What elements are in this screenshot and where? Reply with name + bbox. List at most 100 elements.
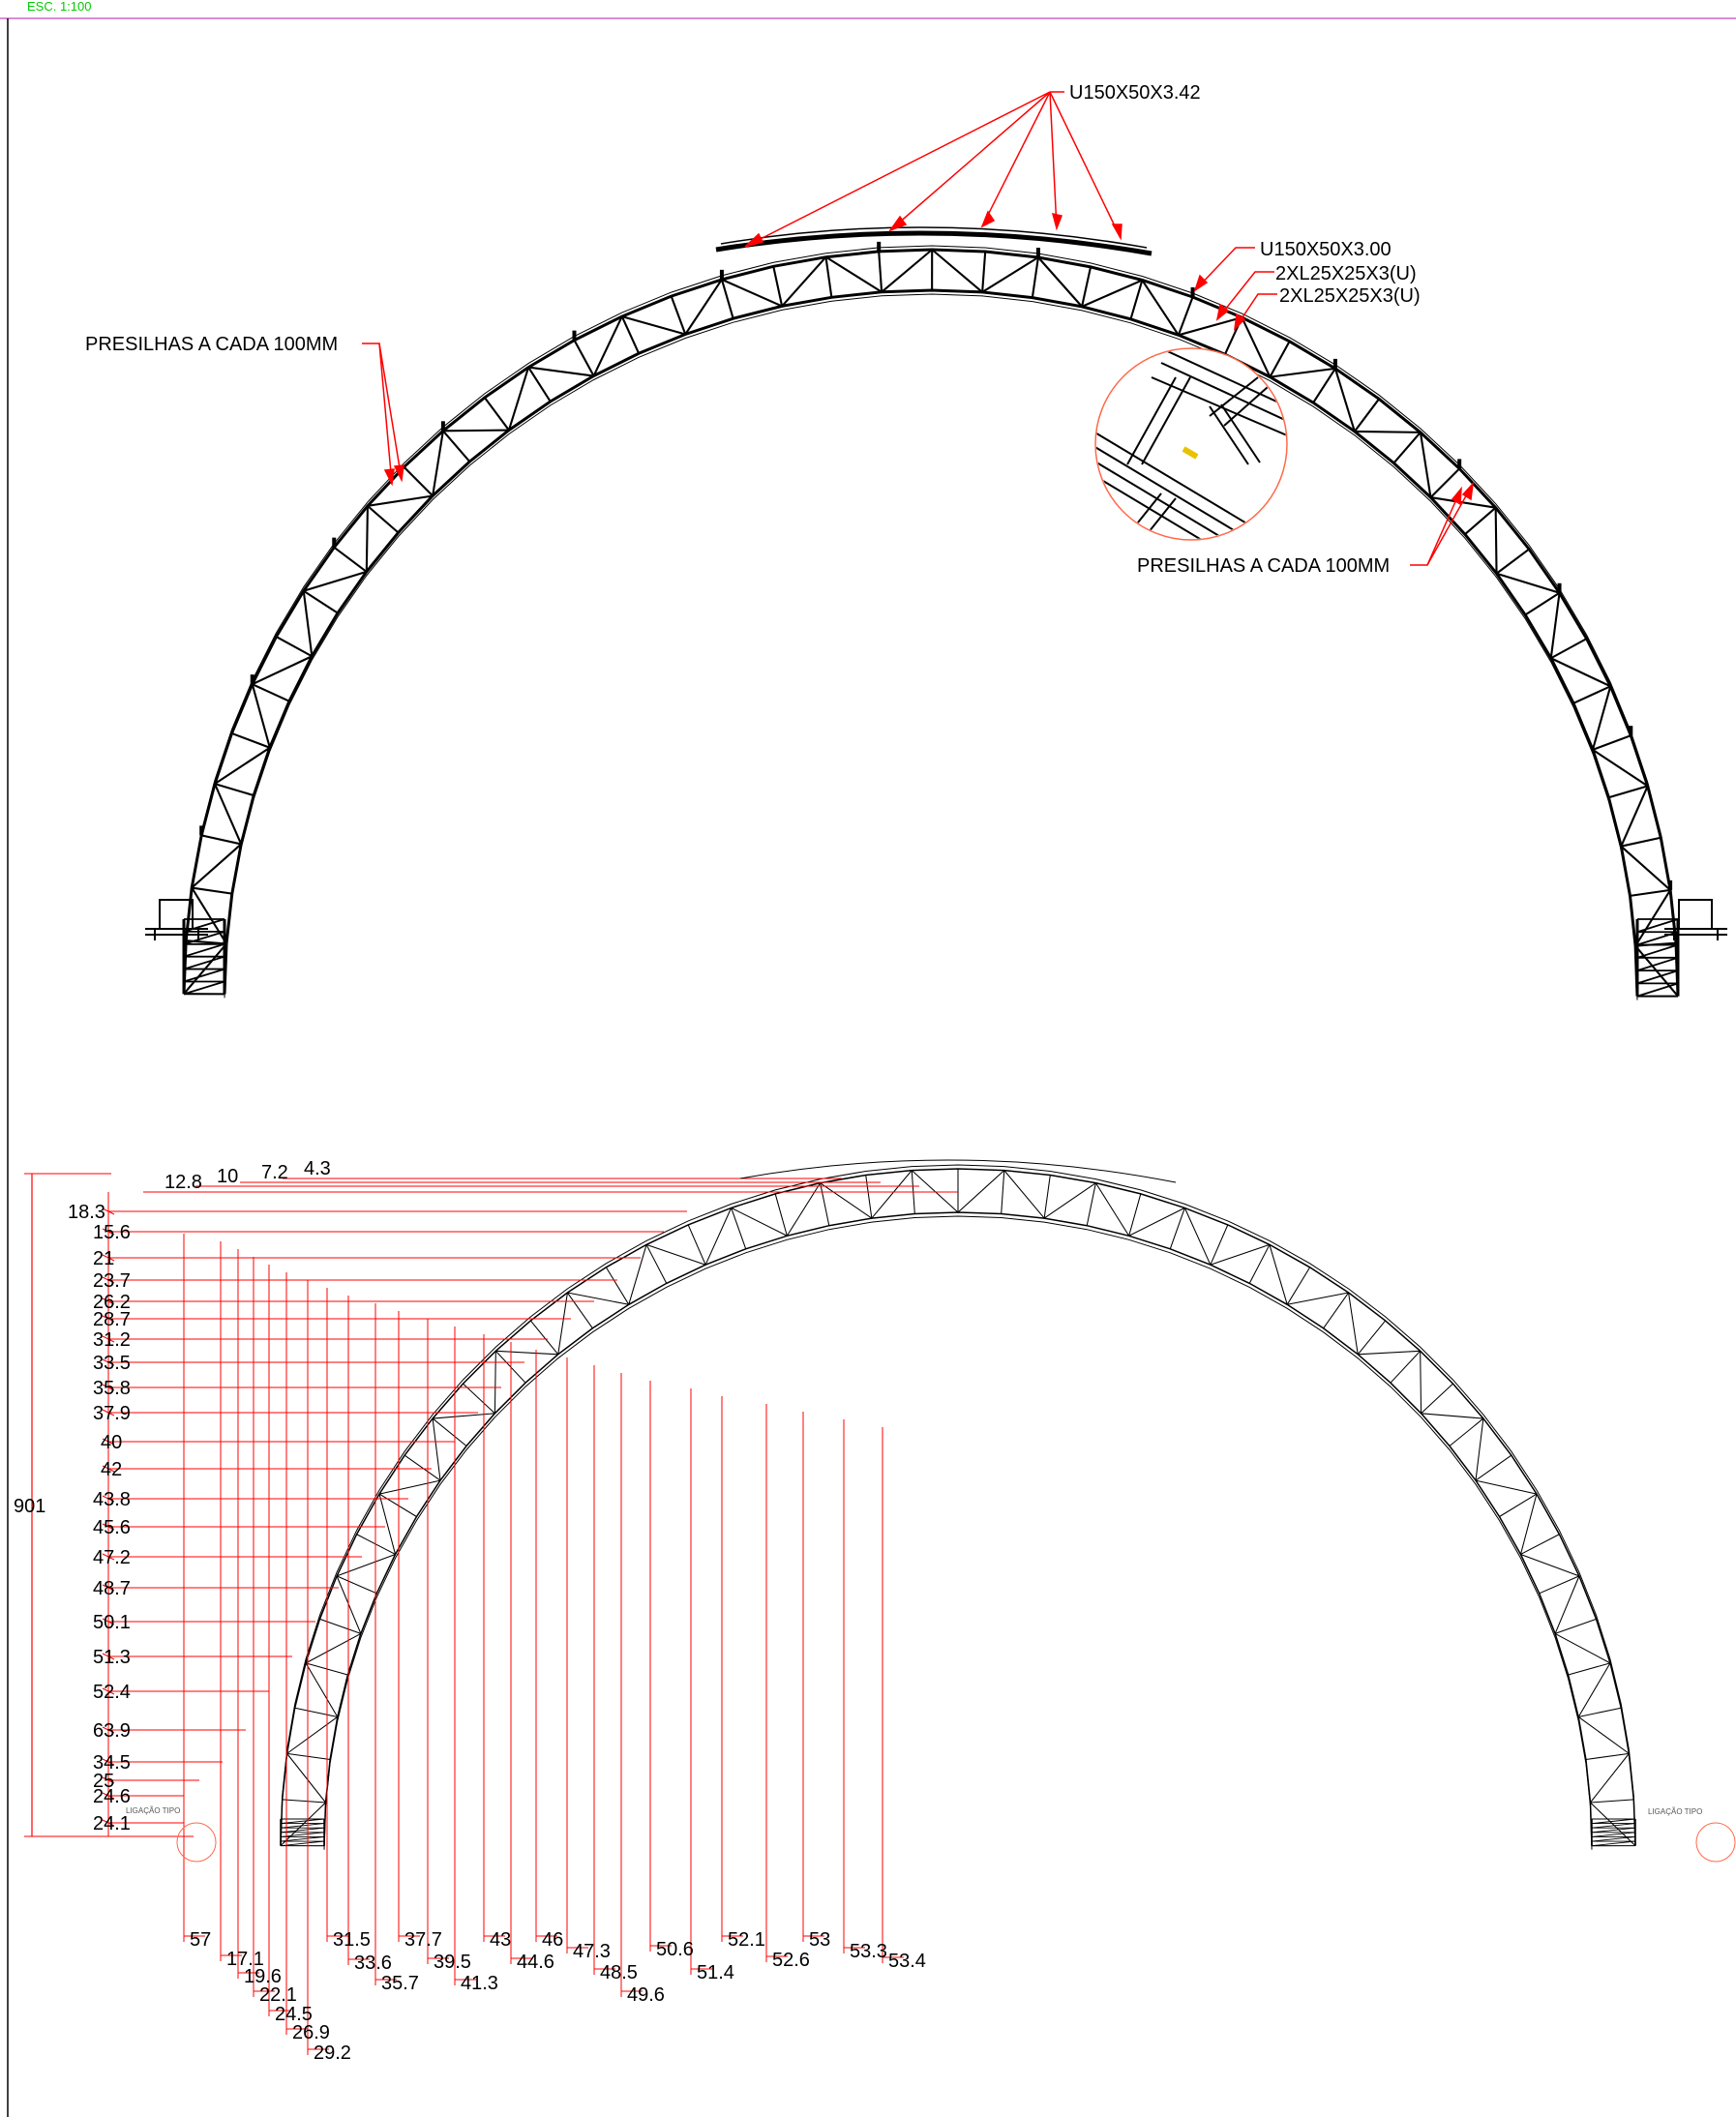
bottom-chord bbox=[223, 288, 1639, 997]
horizontal-interval-value: 26.9 bbox=[292, 2022, 330, 2043]
arch-elevation: U150X50X3.42 U150X50X3.00 2XL25X25X3(U) … bbox=[85, 82, 1727, 1000]
vertical-interval-value: 23.7 bbox=[93, 1270, 131, 1292]
truss-vertical bbox=[432, 1417, 467, 1446]
vertical-interval-value: 43.8 bbox=[93, 1489, 131, 1510]
truss-vertical bbox=[1129, 280, 1144, 320]
truss-diagonal bbox=[1620, 785, 1649, 848]
label-clips-right: PRESILHAS A CADA 100MM bbox=[1137, 555, 1390, 577]
leg-diagonal bbox=[280, 1840, 325, 1847]
truss-diagonal bbox=[280, 1802, 326, 1847]
truss-diagonal bbox=[871, 1170, 913, 1219]
connection-circle-left bbox=[176, 1822, 217, 1863]
truss-diagonal bbox=[1419, 432, 1432, 498]
truss-diagonal bbox=[303, 570, 368, 592]
left-base-support bbox=[145, 899, 208, 940]
connection-label-left: LIGAÇÃO TIPO bbox=[126, 1806, 180, 1815]
horizontal-interval-value: 43 bbox=[490, 1929, 511, 1951]
truss-diagonal bbox=[305, 1632, 362, 1664]
truss-diagonal bbox=[214, 746, 271, 785]
truss-diagonal bbox=[820, 1182, 873, 1219]
truss-diagonal bbox=[557, 1292, 568, 1355]
connection-circle-right bbox=[1695, 1822, 1736, 1863]
top-offset-value: 4.3 bbox=[304, 1158, 331, 1179]
horizontal-interval-value: 53.3 bbox=[850, 1941, 887, 1962]
purlin-stub bbox=[250, 674, 254, 685]
truss-vertical bbox=[1177, 296, 1194, 336]
label-diagonal-a: 2XL25X25X3(U) bbox=[1275, 263, 1417, 284]
truss-vertical bbox=[1464, 506, 1497, 535]
truss-vertical bbox=[1572, 685, 1611, 704]
horizontal-interval-value: 29.2 bbox=[314, 2042, 351, 2064]
horizontal-interval-value: 19.6 bbox=[244, 1966, 282, 1987]
truss-vertical bbox=[1554, 1618, 1597, 1634]
label-chord: U150X50X3.00 bbox=[1260, 239, 1392, 260]
horizontal-interval-value: 22.1 bbox=[259, 1984, 297, 2006]
truss-diagonal bbox=[1577, 1662, 1611, 1717]
leg-diagonal bbox=[280, 1836, 325, 1842]
truss-vertical bbox=[1043, 1175, 1051, 1219]
leader-purlin bbox=[744, 91, 1122, 248]
truss-diagonal bbox=[507, 367, 530, 431]
truss-vertical bbox=[824, 256, 833, 298]
vertical-interval-value: 18.3 bbox=[68, 1202, 105, 1223]
truss-vertical bbox=[687, 1224, 706, 1266]
truss-vertical bbox=[1086, 1182, 1096, 1226]
vertical-interval-value: 31.2 bbox=[93, 1329, 131, 1351]
bottom-chord bbox=[323, 1211, 1593, 1846]
truss-diagonal bbox=[252, 655, 313, 686]
truss-diagonal bbox=[1549, 592, 1561, 659]
leg-diagonal bbox=[1591, 1836, 1636, 1842]
label-purlin: U150X50X3.42 bbox=[1069, 82, 1201, 104]
leader-clips-left bbox=[362, 343, 404, 487]
label-clips-left: PRESILHAS A CADA 100MM bbox=[85, 334, 338, 355]
connection-label-right: LIGAÇÃO TIPO bbox=[1648, 1807, 1702, 1816]
label-diagonal-b: 2XL25X25X3(U) bbox=[1279, 285, 1421, 307]
vertical-interval-value: 45.6 bbox=[93, 1517, 131, 1538]
truss-diagonal bbox=[191, 843, 242, 889]
purlin-stub bbox=[877, 241, 882, 252]
leg-diagonal bbox=[1636, 918, 1679, 934]
truss-vertical bbox=[282, 1799, 326, 1804]
truss-diagonal bbox=[1475, 1479, 1538, 1495]
truss-diagonal bbox=[378, 1479, 441, 1495]
horizontal-interval-value: 50.6 bbox=[656, 1939, 694, 1960]
truss-vertical bbox=[670, 295, 687, 335]
top-chord bbox=[182, 248, 1680, 997]
truss-diagonal bbox=[981, 256, 1039, 293]
truss-diagonal bbox=[1094, 1182, 1130, 1237]
purlin-stub bbox=[1457, 459, 1462, 469]
truss-vertical bbox=[645, 1244, 668, 1284]
truss-diagonal bbox=[495, 1350, 558, 1356]
truss-diagonal bbox=[704, 1208, 733, 1266]
horizontal-interval-value: 52.6 bbox=[772, 1950, 810, 1971]
truss-diagonal bbox=[365, 505, 369, 572]
truss-vertical bbox=[214, 783, 254, 797]
purlin-stub bbox=[1190, 286, 1195, 297]
truss-diagonal bbox=[731, 1207, 788, 1237]
vertical-interval-value: 33.5 bbox=[93, 1353, 131, 1374]
truss-diagonal bbox=[286, 1753, 326, 1804]
vertical-interval-value: 25 bbox=[93, 1771, 114, 1792]
vertical-interval-value: 63.9 bbox=[93, 1720, 131, 1742]
leg-diagonal bbox=[183, 942, 225, 958]
truss-vertical bbox=[529, 1320, 559, 1356]
truss-vertical bbox=[1568, 1662, 1611, 1676]
truss-vertical bbox=[1524, 591, 1561, 616]
truss-vertical bbox=[1169, 1208, 1185, 1249]
truss-diagonal bbox=[432, 431, 444, 496]
truss-diagonal bbox=[1333, 368, 1356, 432]
purlin-stubs bbox=[199, 241, 1673, 890]
truss-vertical bbox=[1608, 785, 1648, 799]
leg-diagonal bbox=[183, 955, 225, 970]
horizontal-interval-value: 57 bbox=[190, 1929, 211, 1951]
truss-vertical bbox=[1390, 1350, 1422, 1384]
truss-diagonal bbox=[1554, 1632, 1611, 1664]
truss-diagonal bbox=[1003, 1170, 1045, 1219]
truss-vertical bbox=[336, 1575, 377, 1595]
horizontal-interval-value: 33.6 bbox=[354, 1953, 392, 1974]
truss-diagonal bbox=[1287, 1292, 1349, 1305]
truss-vertical bbox=[1550, 638, 1588, 660]
leg-diagonal bbox=[183, 980, 225, 996]
truss-vertical bbox=[319, 1618, 362, 1634]
vertical-interval-value: 50.1 bbox=[93, 1612, 131, 1633]
